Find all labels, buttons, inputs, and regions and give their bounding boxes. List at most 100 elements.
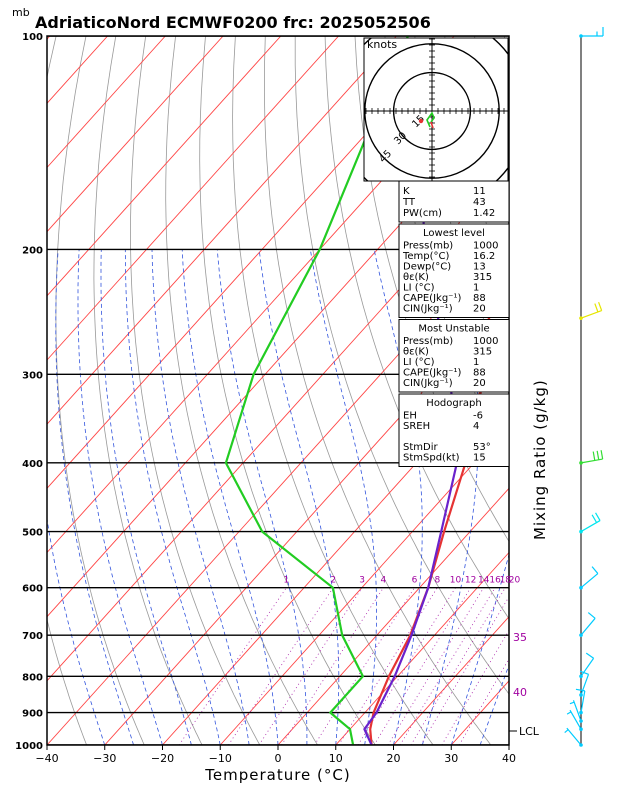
wind-barb-dot — [579, 34, 583, 38]
mixing-ratio-label: 4 — [381, 576, 387, 586]
table-value: 53° — [473, 442, 491, 453]
wind-barb-flag — [592, 451, 596, 461]
isotherm-line — [47, 36, 339, 361]
wind-barb-flag — [575, 688, 585, 692]
dry-adiabat-line — [93, 36, 203, 745]
dry-adiabat-line — [165, 36, 318, 745]
dry-adiabat-line — [384, 36, 509, 463]
table-value: 88 — [473, 368, 486, 379]
mixing-ratio-line — [420, 596, 509, 745]
table-label: CAPE(Jkg⁻¹) — [403, 293, 461, 304]
wind-barb-dot — [579, 743, 583, 747]
table-value: 4 — [473, 421, 479, 432]
pressure-tick-label: 500 — [22, 528, 43, 539]
table-label: TT — [402, 197, 416, 208]
wind-barb-flag — [598, 301, 603, 311]
x-tick-label: 20 — [387, 752, 401, 765]
moist-adiabat-line — [77, 249, 163, 745]
dry-adiabat-line — [354, 36, 509, 543]
isotherm-line — [47, 230, 509, 745]
mixing-ratio-label: 16 — [489, 576, 501, 586]
isotherm-line — [335, 551, 509, 745]
table-value: 13 — [473, 262, 486, 273]
dry-adiabat-line — [594, 36, 618, 745]
moist-adiabat-line — [151, 249, 250, 745]
mixing-ratio-line — [441, 629, 509, 745]
moist-adiabat-line — [216, 249, 308, 745]
wind-barb-staff — [580, 520, 601, 533]
mixing-ratio-label: 20 — [509, 576, 521, 586]
table-label: Press(mb) — [403, 241, 453, 252]
table-value: 1 — [473, 283, 479, 294]
table-label: θε(K) — [403, 272, 429, 283]
mixing-ratio-label: 12 — [465, 576, 476, 586]
wind-barb-dot — [579, 461, 583, 465]
pressure-unit-label: mb — [12, 6, 30, 19]
mixing-ratio-label: 2 — [330, 576, 336, 586]
isotherm-line — [47, 36, 224, 233]
dry-adiabat-line — [564, 36, 618, 745]
dry-adiabat-line — [294, 36, 509, 695]
wind-barb — [579, 450, 604, 465]
isotherm-line — [47, 36, 108, 105]
x-tick-label: −20 — [151, 752, 174, 765]
wind-barb-flag — [594, 303, 599, 313]
wind-barb-dot — [579, 585, 583, 590]
table-label: Temp(°C) — [402, 251, 450, 262]
table-value: 88 — [473, 293, 486, 304]
wind-barb — [575, 688, 586, 715]
pressure-tick-label: 200 — [22, 245, 43, 256]
wind-barb — [579, 566, 599, 590]
wind-barb — [579, 670, 590, 697]
hodograph-units-label: knots — [367, 38, 397, 51]
storm-motion-marker — [418, 118, 424, 124]
table-label: LI (°C) — [403, 283, 435, 294]
table-label: θε(K) — [403, 347, 429, 358]
table-label: CIN(Jkg⁻¹) — [403, 304, 453, 315]
wind-barb-staff — [580, 310, 602, 319]
table-title: Hodograph — [426, 398, 481, 409]
isotherm-line — [393, 615, 509, 745]
table-block — [398, 319, 510, 393]
table-value: 315 — [473, 272, 492, 283]
table-value: 1000 — [473, 241, 498, 252]
table-label: EH — [403, 411, 417, 422]
moist-adiabat-line — [258, 249, 340, 745]
wind-barb-dot — [579, 719, 583, 723]
wind-barb-flag — [585, 652, 594, 659]
pressure-tick-label: 900 — [22, 709, 43, 720]
mixing-ratio-lines — [178, 587, 509, 745]
wind-barb-dot — [579, 674, 583, 679]
mixing-ratio-label: 14 — [478, 576, 490, 586]
moist-adiabat-line — [181, 249, 279, 745]
mixing-ratio-label: 1 — [284, 576, 290, 586]
table-label: CIN(Jkg⁻¹) — [403, 378, 453, 389]
wind-barb-profile — [564, 27, 604, 747]
isotherm-line — [47, 36, 455, 490]
wind-barb-dot — [579, 316, 583, 320]
table-label: LI (°C) — [403, 357, 435, 368]
wind-barb — [579, 512, 601, 534]
dry-adiabat-line — [199, 36, 376, 745]
wind-barb-dot — [579, 710, 583, 715]
hodograph-trace-low — [430, 121, 434, 129]
x-tick-label: −30 — [93, 752, 116, 765]
wind-barb — [579, 27, 604, 38]
wind-barb-staff — [569, 709, 582, 730]
mixing-ratio-label: 6 — [412, 576, 418, 586]
pressure-tick-label: 600 — [22, 584, 43, 595]
lcl-label: LCL — [519, 725, 540, 738]
wind-barb-staff — [580, 617, 596, 636]
dry-adiabat-line — [414, 36, 509, 379]
wind-barb — [579, 652, 595, 679]
wind-barb-half — [569, 701, 575, 705]
wind-barb-flag — [591, 514, 598, 523]
hodograph-ring — [364, 43, 500, 179]
mixing-ratio-line — [459, 658, 509, 745]
moist-adiabat-line — [309, 249, 377, 745]
mixing-ratio-line — [228, 587, 334, 745]
x-tick-label: 10 — [329, 752, 343, 765]
